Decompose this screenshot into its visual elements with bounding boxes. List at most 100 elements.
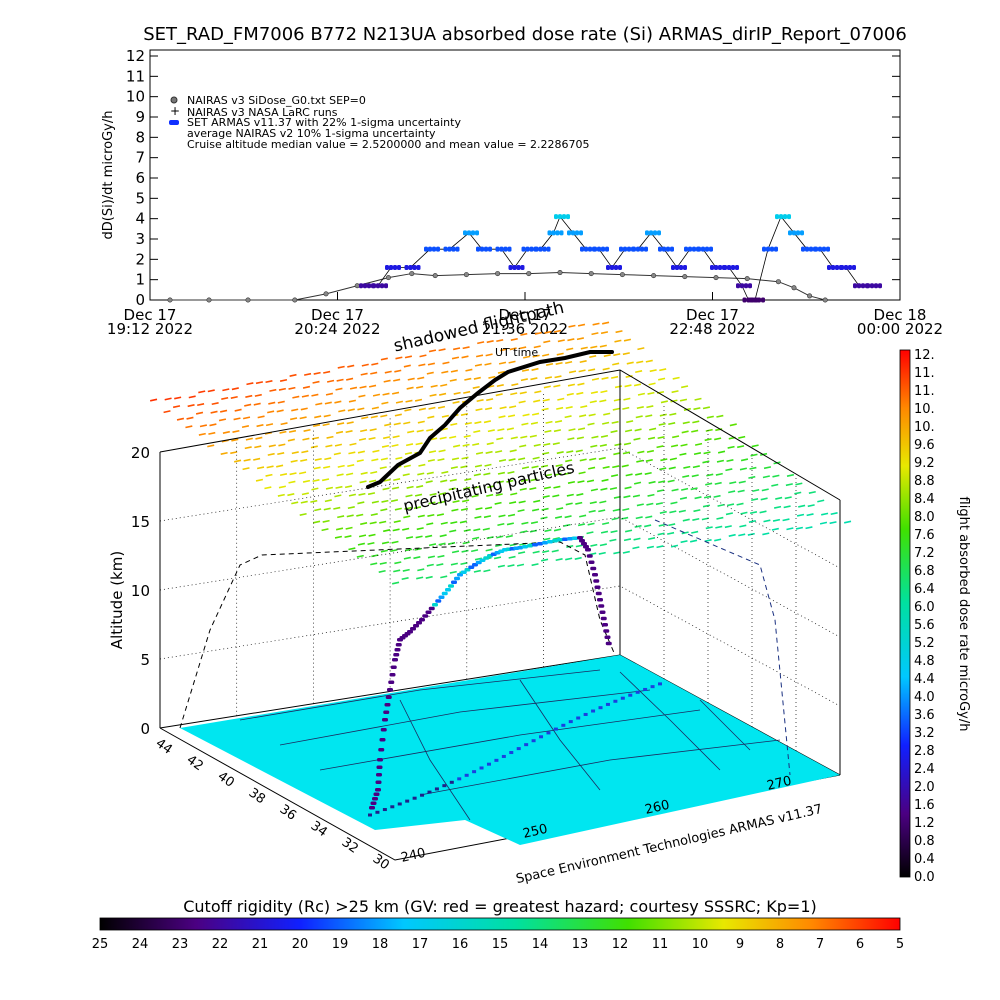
particle-mark (289, 472, 297, 476)
flightpath-point (410, 627, 416, 631)
particle-mark (657, 436, 665, 440)
particle-mark (335, 387, 343, 391)
armas-point (727, 264, 731, 270)
armas-point (753, 297, 757, 303)
particle-mark (276, 409, 284, 413)
particle-mark (519, 391, 527, 395)
colorbar-right-tick-label: 4.0 (914, 690, 935, 705)
flightpath-point (438, 595, 445, 599)
particle-mark (682, 474, 690, 478)
particle-mark (337, 515, 345, 519)
flightpath-point (457, 573, 463, 577)
particle-mark (428, 543, 437, 547)
grid-line (159, 447, 841, 569)
particle-mark (544, 429, 552, 433)
particle-mark (357, 542, 366, 546)
particle-mark (442, 361, 450, 365)
particle-mark (405, 536, 414, 540)
particle-mark (277, 452, 285, 456)
particle-mark (566, 450, 574, 454)
altitude-ticks: 0 5 10 15 20 (131, 444, 150, 738)
particle-mark (322, 423, 330, 427)
particle-mark (474, 515, 482, 519)
armas-point (800, 230, 804, 236)
particle-mark (344, 485, 353, 489)
particle-mark (321, 528, 329, 532)
armas-point (447, 246, 452, 252)
particle-mark (449, 529, 457, 533)
particle-mark (291, 451, 299, 455)
particle-mark (380, 549, 388, 553)
nairas-point (807, 293, 813, 299)
particle-mark (428, 450, 437, 454)
particle-mark (624, 486, 632, 490)
ground-track-point (464, 773, 469, 777)
armas-point (766, 246, 770, 252)
armas-point (503, 246, 508, 252)
armas-point (372, 283, 376, 289)
particle-mark (207, 389, 215, 393)
particle-mark (532, 508, 540, 512)
flightpath-point (393, 653, 400, 657)
armas-point (762, 246, 766, 252)
particle-mark (667, 479, 675, 483)
flightpath-point (372, 797, 378, 801)
particle-mark (418, 363, 426, 367)
nairas-point (385, 275, 391, 281)
particle-mark (716, 516, 724, 520)
particle-mark (519, 487, 527, 491)
particle-mark (600, 331, 609, 335)
ground-track-point (368, 813, 372, 817)
particle-mark (729, 423, 737, 427)
flightpath-point (599, 610, 606, 614)
armas-point (835, 264, 839, 270)
particle-mark (590, 543, 598, 547)
particle-mark (622, 352, 630, 356)
particle-mark (438, 449, 446, 453)
particle-mark (564, 415, 572, 419)
armas-point (551, 230, 556, 236)
particle-mark (487, 384, 495, 389)
particle-mark (530, 521, 539, 525)
particle-mark (361, 363, 369, 367)
particle-mark (232, 429, 240, 433)
longitude-tick-label: 260 (644, 798, 672, 818)
particle-mark (473, 376, 481, 380)
flightpath-point (464, 568, 471, 572)
particle-mark (407, 430, 415, 434)
flightpath-point (562, 537, 568, 541)
armas-point (662, 246, 666, 252)
particle-mark (187, 404, 195, 408)
armas-point (844, 264, 848, 270)
particle-mark (554, 515, 563, 519)
armas-point (636, 246, 640, 252)
ground-track-point (494, 758, 499, 762)
ground-track-point (516, 747, 521, 751)
armas-point (588, 246, 592, 252)
particle-mark (692, 465, 700, 469)
colorbar-right-tick-label: 1.6 (914, 798, 935, 813)
particle-mark (438, 542, 446, 546)
particle-mark (460, 507, 469, 511)
particle-mark (231, 387, 239, 391)
particle-mark (657, 532, 665, 536)
flightpath-point (378, 748, 385, 752)
armas-point (809, 246, 813, 252)
particle-mark (476, 399, 484, 403)
y-tick-label: 11 (126, 67, 145, 85)
colorbar-bottom-tick-label: 11 (652, 937, 669, 952)
particle-mark (291, 408, 299, 412)
particle-mark (609, 538, 617, 542)
armas-point (788, 230, 792, 236)
particle-mark (521, 466, 530, 470)
particle-mark (357, 407, 365, 411)
particle-mark (266, 465, 274, 469)
particle-mark (486, 536, 494, 540)
particle-mark (437, 554, 445, 558)
armas-point (714, 264, 718, 270)
particle-mark (394, 561, 402, 565)
ground-track-point (658, 682, 662, 686)
colorbar-right-label: flight absorbed dose rate microGy/h (956, 497, 971, 732)
particle-mark (381, 499, 389, 503)
particle-mark (521, 521, 529, 525)
